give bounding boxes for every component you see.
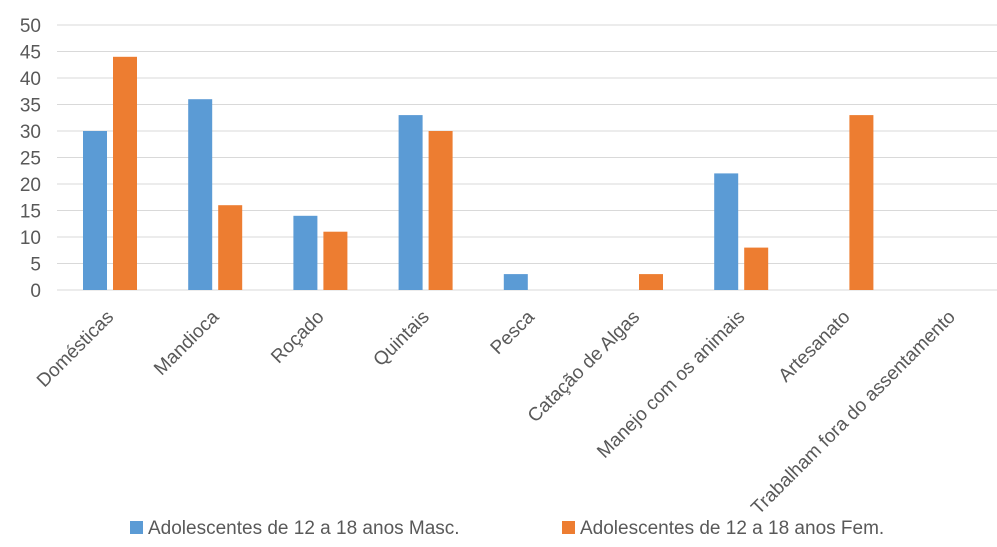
- y-tick-label: 50: [20, 16, 41, 37]
- y-tick-label: 25: [20, 149, 41, 170]
- bar-fem: [428, 131, 453, 290]
- legend-label-masc: Adolescentes de 12 a 18 anos Masc.: [148, 518, 460, 539]
- x-category-label: Trabalham fora do assentamento: [747, 307, 959, 519]
- x-category-label: Catação de Algas: [524, 307, 644, 427]
- bar-masc: [398, 115, 423, 290]
- bar-masc: [83, 131, 107, 290]
- bars: [83, 56, 874, 290]
- y-axis-ticks: 0 5 10 15 20 25 30 35 40 45 50: [20, 16, 41, 302]
- x-category-label: Roçado: [267, 307, 328, 368]
- bar-masc: [503, 274, 528, 290]
- legend-swatch-masc: [130, 521, 143, 534]
- y-tick-label: 30: [20, 122, 41, 143]
- bar-masc: [188, 99, 213, 290]
- bar-fem: [849, 115, 874, 290]
- bar-fem: [639, 274, 663, 290]
- legend: Adolescentes de 12 a 18 anos Masc. Adole…: [130, 518, 884, 539]
- y-tick-label: 35: [20, 96, 41, 117]
- x-axis-labels: Domésticas Mandioca Roçado Quintais PescaCat…: [33, 306, 960, 519]
- x-category-label: Quintais: [370, 307, 434, 371]
- bar-fem: [323, 231, 348, 290]
- y-tick-label: 15: [20, 202, 41, 223]
- x-category-label: Domésticas: [33, 307, 118, 392]
- bar-fem: [744, 247, 769, 290]
- y-tick-label: 45: [20, 43, 41, 64]
- x-category-label: Artesanato: [775, 307, 855, 387]
- legend-label-fem: Adolescentes de 12 a 18 anos Fem.: [580, 518, 884, 539]
- bar-masc: [293, 215, 318, 290]
- legend-swatch-fem: [562, 521, 575, 534]
- x-category-label: Mandioca: [150, 306, 223, 379]
- y-tick-label: 5: [30, 255, 41, 276]
- bar-fem: [113, 56, 137, 290]
- y-tick-label: 10: [20, 228, 41, 249]
- y-tick-label: 0: [30, 281, 41, 302]
- bar-masc: [714, 173, 739, 290]
- gridlines: [57, 24, 997, 291]
- x-category-label: Pesca: [487, 306, 539, 358]
- bar-fem: [218, 205, 243, 290]
- y-tick-label: 20: [20, 175, 41, 196]
- y-tick-label: 40: [20, 69, 41, 90]
